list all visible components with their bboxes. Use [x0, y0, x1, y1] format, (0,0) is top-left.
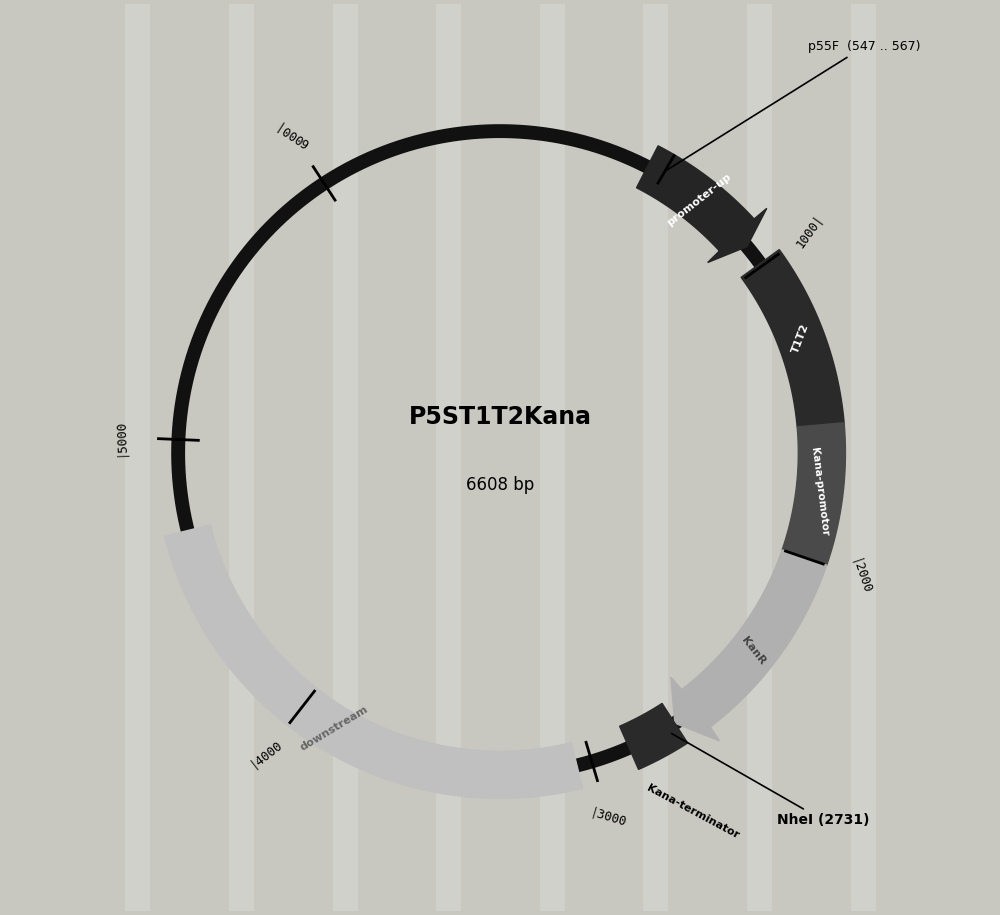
Polygon shape: [637, 145, 767, 263]
Text: NheI (2731): NheI (2731): [672, 734, 869, 827]
Polygon shape: [165, 525, 583, 799]
Polygon shape: [782, 423, 845, 565]
Text: p55F  (547 .. 567): p55F (547 .. 567): [667, 40, 920, 170]
Text: |5000: |5000: [112, 418, 127, 456]
Text: |2000: |2000: [848, 557, 872, 597]
Text: |4000: |4000: [247, 737, 285, 770]
Text: P5ST1T2Kana: P5ST1T2Kana: [409, 404, 592, 429]
Text: Kana-promotor: Kana-promotor: [809, 447, 830, 537]
Text: |3000: |3000: [589, 806, 628, 830]
Text: 1000|: 1000|: [794, 212, 826, 251]
Text: T1T2: T1T2: [791, 322, 811, 355]
Polygon shape: [671, 550, 827, 741]
Text: Kana-terminator: Kana-terminator: [645, 783, 741, 841]
Polygon shape: [741, 250, 844, 427]
Polygon shape: [620, 704, 688, 770]
Text: 6608 bp: 6608 bp: [466, 476, 534, 494]
Text: KanR: KanR: [740, 635, 767, 667]
Text: downstream: downstream: [298, 705, 369, 753]
Text: promoter-up: promoter-up: [665, 171, 733, 228]
Text: 6000|: 6000|: [273, 118, 311, 150]
